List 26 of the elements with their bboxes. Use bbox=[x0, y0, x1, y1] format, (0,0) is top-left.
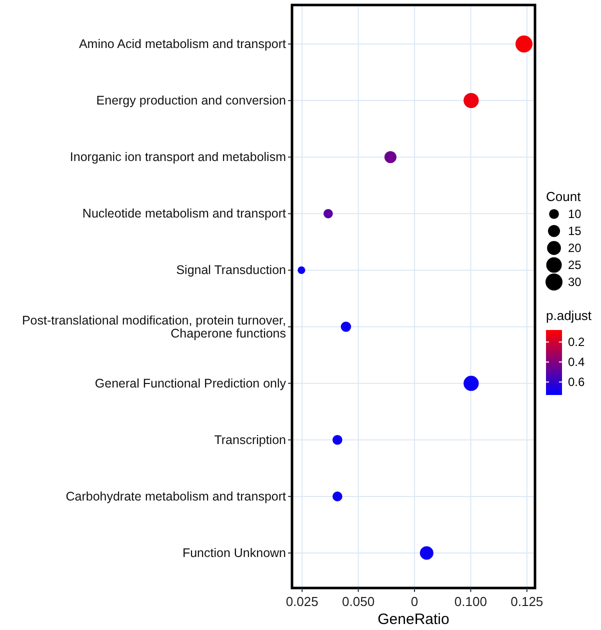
x-tick-label: 0.025 bbox=[286, 594, 318, 609]
x-axis-title: GeneRatio bbox=[378, 611, 450, 628]
legend-label: 20 bbox=[568, 241, 582, 255]
y-tick-label: Nucleotide metabolism and transport bbox=[82, 206, 287, 221]
y-tick-label: Inorganic ion transport and metabolism bbox=[70, 150, 286, 164]
y-tick-label: Transcription bbox=[214, 432, 286, 447]
x-tick-label: 0.100 bbox=[454, 594, 487, 609]
legend-label: 10 bbox=[568, 207, 582, 221]
color-bar-label: 0.4 bbox=[568, 355, 586, 369]
legend-label: 15 bbox=[568, 224, 582, 238]
x-tick-label: 0.125 bbox=[510, 594, 544, 609]
y-tick-label: Function Unknown bbox=[182, 546, 286, 560]
legend-title: Count bbox=[546, 189, 582, 204]
color-bar-title: p.adjust bbox=[546, 308, 592, 323]
y-tick-label: Carbohydrate metabolism and transport bbox=[66, 489, 287, 504]
legend-label: 30 bbox=[568, 275, 582, 289]
x-tick-label: 0 bbox=[410, 594, 418, 609]
y-tick-label: Amino Acid metabolism and transport bbox=[78, 37, 287, 51]
y-tick-label: Signal Transduction bbox=[176, 263, 286, 278]
y-tick-label: Post-translational modification, protein turnover, Chaperone functions bbox=[22, 313, 286, 340]
y-tick-label: Energy production and conversion bbox=[96, 94, 286, 108]
x-tick-label: 0.050 bbox=[342, 594, 375, 609]
color-bar-label: 0.6 bbox=[568, 375, 586, 389]
legend-label: 25 bbox=[568, 258, 582, 272]
y-tick-label: General Functional Prediction only bbox=[94, 376, 287, 390]
color-bar-label: 0.2 bbox=[568, 335, 586, 349]
